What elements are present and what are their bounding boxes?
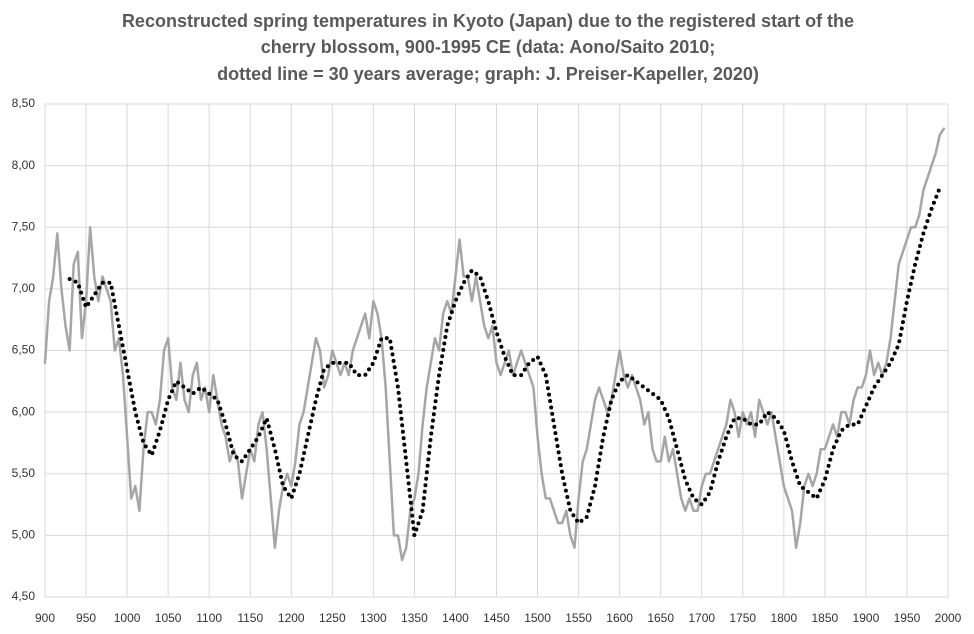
y-tick-label: 7,50: [12, 219, 36, 233]
x-tick-label: 1950: [894, 611, 921, 625]
x-tick-label: 900: [35, 611, 55, 625]
temperature-line: [43, 127, 946, 562]
x-tick-label: 1100: [196, 611, 222, 625]
x-tick-label: 1650: [647, 611, 674, 625]
x-tick-label: 1200: [278, 611, 305, 625]
x-tick-label: 1500: [524, 611, 551, 625]
x-tick-label: 1250: [319, 611, 346, 625]
x-tick-label: 1550: [565, 611, 592, 625]
y-tick-label: 8,00: [12, 158, 36, 172]
x-tick-label: 1150: [237, 611, 263, 625]
x-tick-label: 1850: [812, 611, 839, 625]
y-tick-label: 7,00: [12, 281, 36, 295]
y-tick-label: 5,50: [12, 466, 36, 480]
y-tick-label: 4,50: [12, 589, 36, 603]
x-tick-label: 1700: [688, 611, 715, 625]
x-tick-label: 1450: [483, 611, 510, 625]
x-tick-label: 1300: [360, 611, 387, 625]
y-tick-label: 8,50: [12, 96, 36, 110]
chart-title: dotted line = 30 years average; graph: J…: [217, 64, 759, 84]
x-tick-label: 1050: [155, 611, 182, 625]
chart-title: Reconstructed spring temperatures in Kyo…: [122, 11, 854, 31]
y-tick-label: 5,00: [12, 528, 36, 542]
y-tick-label: 6,50: [12, 343, 36, 357]
average-line: [67, 185, 942, 538]
x-tick-label: 950: [76, 611, 96, 625]
x-tick-label: 1900: [853, 611, 880, 625]
x-tick-label: 1350: [401, 611, 428, 625]
chart-title: cherry blossom, 900-1995 CE (data: Aono/…: [261, 37, 716, 57]
x-tick-label: 1000: [114, 611, 141, 625]
x-tick-label: 1400: [442, 611, 469, 625]
x-tick-label: 1600: [606, 611, 633, 625]
x-tick-label: 1800: [770, 611, 797, 625]
y-tick-label: 6,00: [12, 404, 36, 418]
x-tick-label: 2000: [935, 611, 962, 625]
x-tick-label: 1750: [729, 611, 756, 625]
